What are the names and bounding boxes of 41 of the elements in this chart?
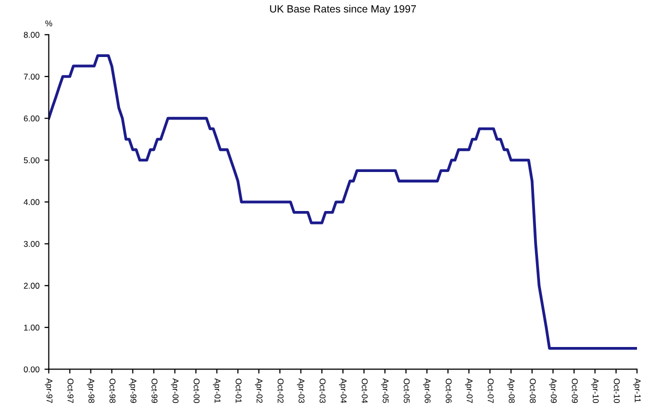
x-tick-label: Apr-97 xyxy=(44,378,52,403)
y-tick-label: 0.00 xyxy=(24,366,40,372)
x-tick-label: Oct-03 xyxy=(320,378,326,403)
x-tick-label: Oct-02 xyxy=(278,378,284,403)
x-tick-label: Oct-97 xyxy=(68,378,74,403)
y-tick-label: 8.00 xyxy=(24,32,40,38)
x-tick-label: Oct-09 xyxy=(572,378,578,403)
y-tick-label: 2.00 xyxy=(24,282,40,289)
line-series xyxy=(48,54,637,350)
x-tick-label: Oct-08 xyxy=(530,378,536,403)
x-tick-label: Oct-98 xyxy=(110,378,116,403)
x-tick-label: Oct-01 xyxy=(236,378,242,403)
x-tick-label: Apr-11 xyxy=(633,378,641,402)
y-tick-label: 1.00 xyxy=(24,324,40,331)
x-tick-label: Apr-06 xyxy=(423,378,431,403)
x-tick-label: Oct-99 xyxy=(152,378,158,403)
x-tick-label: Oct-05 xyxy=(404,378,410,403)
y-tick-label: 4.00 xyxy=(24,199,40,206)
y-tick-label: 3.00 xyxy=(24,240,40,247)
x-tick-label: Apr-02 xyxy=(254,378,262,403)
x-tick-label: Apr-98 xyxy=(86,378,94,403)
x-tick-label: Oct-07 xyxy=(488,378,494,403)
x-tick-label: Apr-10 xyxy=(591,378,599,403)
x-tick-label: Apr-01 xyxy=(212,378,220,403)
x-tick-label: Apr-00 xyxy=(170,378,179,403)
x-tick-label: Apr-09 xyxy=(549,378,557,403)
y-tick-label: 7.00 xyxy=(24,74,40,80)
x-tick-label: Apr-03 xyxy=(296,378,304,403)
chart-title: UK Base Rates since May 1997 xyxy=(270,4,416,15)
x-tick-label: Apr-04 xyxy=(339,378,347,404)
y-axis-title: % xyxy=(45,20,52,26)
x-tick-label: Apr-07 xyxy=(465,378,473,403)
x-tick-label: Oct-06 xyxy=(446,378,452,403)
x-tick-label: Oct-10 xyxy=(614,378,620,403)
x-tick-label: Oct-04 xyxy=(362,378,368,404)
x-tick-label: Apr-05 xyxy=(381,378,389,403)
x-tick-label: Apr-99 xyxy=(128,378,136,403)
x-tick-label: Apr-08 xyxy=(507,378,515,403)
x-tick-label: Oct-00 xyxy=(194,378,200,403)
y-tick-label: 6.00 xyxy=(24,116,40,122)
y-tick-label: 5.00 xyxy=(24,157,40,164)
